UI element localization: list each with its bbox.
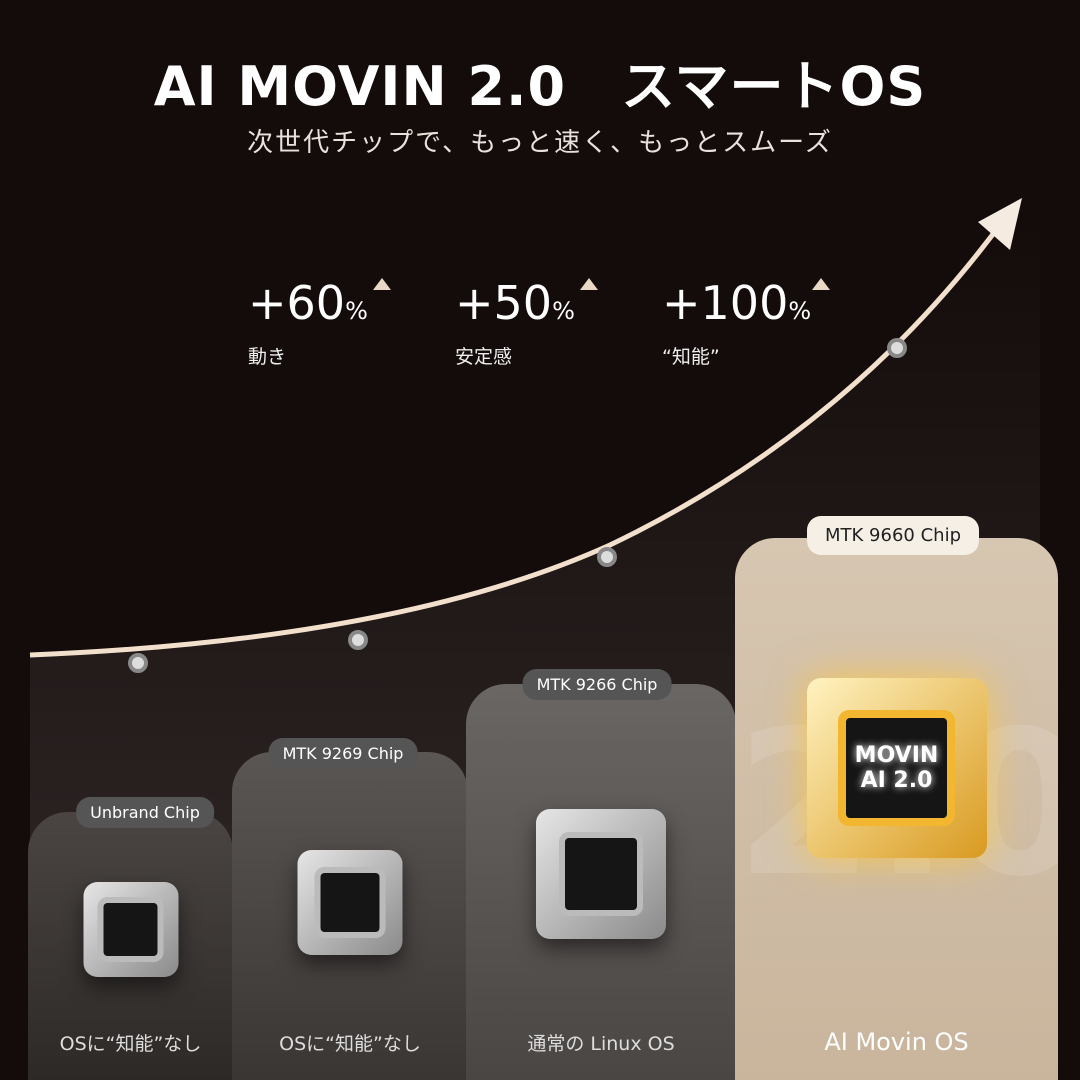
curve-point xyxy=(597,547,617,567)
stat-unit: % xyxy=(552,297,575,325)
os-label: OSに“知能”なし xyxy=(279,1033,421,1055)
curve-point xyxy=(348,630,368,650)
os-label: 通常の Linux OS xyxy=(527,1033,675,1055)
stat-motion: +60% 動き xyxy=(248,278,391,369)
chip-text: AI 2.0 xyxy=(860,767,933,793)
stat-value: +50 xyxy=(455,276,553,330)
curve-point xyxy=(887,338,907,358)
stat-label: 動き xyxy=(248,346,287,368)
stat-value: +100 xyxy=(662,276,789,330)
os-label: OSに“知能”なし xyxy=(59,1033,202,1055)
chip-badge: Unbrand Chip xyxy=(76,797,214,828)
chip-icon xyxy=(297,850,403,955)
stat-value: +60 xyxy=(248,276,346,330)
stat-label: 安定感 xyxy=(455,346,513,368)
chip-badge: MTK 9269 Chip xyxy=(268,738,418,769)
column-unbrand: OSに“知能”なし xyxy=(28,812,233,1080)
chip-badge: MTK 9660 Chip xyxy=(807,516,979,555)
stat-stability: +50% 安定感 xyxy=(455,278,598,369)
stat-intelligence: +100% “知能” xyxy=(662,278,830,369)
os-label: AI Movin OS xyxy=(824,1028,969,1056)
page-subtitle: 次世代チップで、もっと速く、もっとスムーズ xyxy=(247,128,833,158)
column-mtk9269: OSに“知能”なし xyxy=(232,752,468,1080)
page-title: AI MOVIN 2.0 スマートOS xyxy=(153,55,927,118)
chip-badge: MTK 9266 Chip xyxy=(522,669,672,700)
stat-unit: % xyxy=(345,297,368,325)
curve-point xyxy=(128,653,148,673)
stat-label: “知能” xyxy=(662,346,720,368)
chip-icon xyxy=(83,882,178,977)
chip-icon xyxy=(536,809,666,939)
stat-unit: % xyxy=(788,297,812,325)
up-triangle-icon xyxy=(812,278,830,290)
chip-text: MOVIN xyxy=(854,742,939,768)
up-triangle-icon xyxy=(580,278,598,290)
column-mtk9266: 通常の Linux OS xyxy=(466,684,736,1080)
up-triangle-icon xyxy=(373,278,391,290)
arrow-head-icon xyxy=(978,198,1022,250)
ai-chip-icon: MOVIN AI 2.0 xyxy=(806,678,987,858)
